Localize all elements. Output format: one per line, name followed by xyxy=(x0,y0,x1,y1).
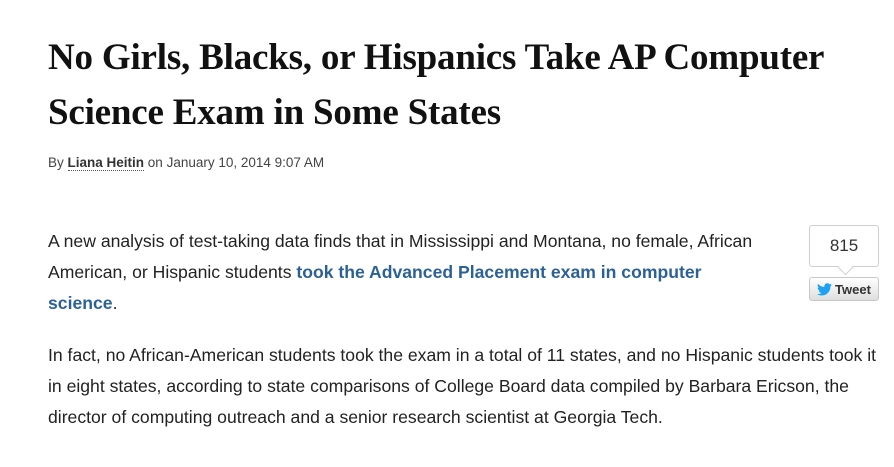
paragraph-1-end: . xyxy=(112,293,118,313)
byline-prefix: By xyxy=(48,155,68,170)
ap-exam-link[interactable]: took the Advanced Placement exam in comp… xyxy=(48,262,702,313)
tweet-count[interactable]: 815 xyxy=(809,225,879,267)
paragraph-1-text: A new analysis of test-taking data finds… xyxy=(48,231,753,282)
author-link[interactable]: Liana Heitin xyxy=(67,155,145,171)
byline-date-prefix: on xyxy=(144,155,167,170)
article-headline: No Girls, Blacks, or Hispanics Take AP C… xyxy=(48,37,824,133)
tweet-share-widget: 815 Tweet xyxy=(809,225,879,301)
twitter-bird-icon xyxy=(817,282,833,295)
publish-date: January 10, 2014 9:07 AM xyxy=(166,155,325,170)
article-paragraph-1: A new analysis of test-taking data finds… xyxy=(48,226,768,319)
tweet-button-label: Tweet xyxy=(835,281,871,297)
article-paragraph-2: In fact, no African-American students to… xyxy=(48,345,877,427)
tweet-button[interactable]: Tweet xyxy=(809,277,879,301)
byline: By Liana Heitin on January 10, 2014 9:07… xyxy=(48,155,325,171)
